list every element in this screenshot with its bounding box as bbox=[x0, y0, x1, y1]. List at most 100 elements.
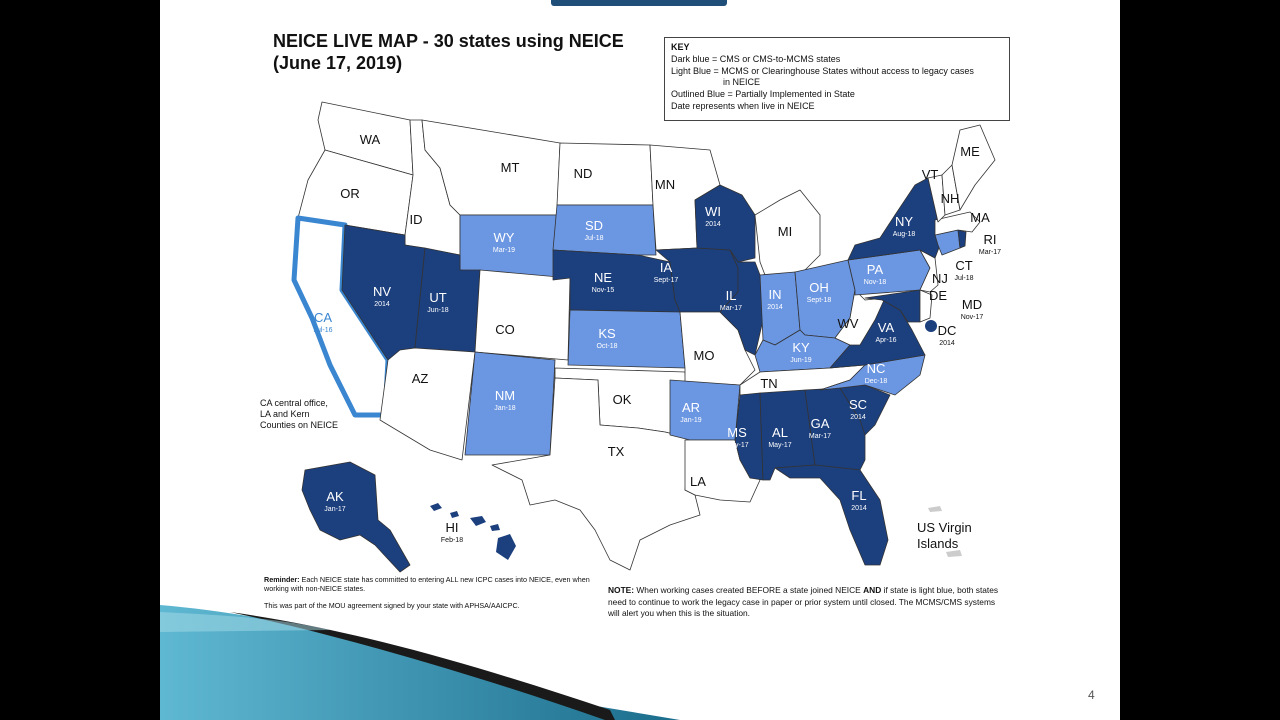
state-label-ks: KS bbox=[598, 326, 616, 341]
state-date-sc: 2014 bbox=[850, 414, 866, 421]
state-label-id: ID bbox=[410, 212, 423, 227]
state-ME[interactable] bbox=[951, 124, 996, 211]
state-label-de: DE bbox=[929, 288, 947, 303]
state-label-mn: MN bbox=[655, 177, 675, 192]
state-label-va: VA bbox=[878, 320, 895, 335]
state-date-va: Apr-16 bbox=[875, 337, 896, 344]
state-label-ut: UT bbox=[429, 290, 446, 305]
state-date-ak: Jan-17 bbox=[324, 506, 346, 513]
state-label-ia: IA bbox=[660, 260, 673, 275]
title-line-1: NEICE LIVE MAP - 30 states using NEICE bbox=[273, 31, 624, 51]
ca-note-line-1: CA central office, bbox=[260, 398, 328, 408]
state-date-ar: Jan-19 bbox=[680, 417, 702, 424]
usvi-island-2 bbox=[946, 550, 962, 557]
state-RI[interactable] bbox=[957, 229, 967, 249]
state-label-in: IN bbox=[769, 287, 782, 302]
state-HI-island-4[interactable] bbox=[490, 524, 500, 531]
state-label-ny: NY bbox=[895, 214, 913, 229]
title-line-2: (June 17, 2019) bbox=[273, 53, 403, 73]
usvi-label-line-1: US Virgin bbox=[917, 520, 972, 535]
state-label-ri: RI bbox=[984, 232, 997, 247]
state-labels: WA OR CA Jul-16 ID NV 2014 MT WY Mar-19 UT Jun-18 AZ… bbox=[313, 132, 1001, 544]
state-label-ms: MS bbox=[727, 425, 747, 440]
key-light-blue: Light Blue = MCMS or Clearinghouse State… bbox=[671, 65, 974, 76]
state-date-il: Mar-17 bbox=[720, 305, 742, 312]
state-label-ak: AK bbox=[326, 489, 344, 504]
state-label-ky: KY bbox=[792, 340, 810, 355]
note-label: NOTE: bbox=[608, 585, 635, 595]
state-date-in: 2014 bbox=[767, 304, 783, 311]
note-and: AND bbox=[863, 585, 882, 595]
state-AZ[interactable] bbox=[379, 347, 476, 461]
state-DE[interactable] bbox=[919, 289, 933, 323]
state-date-sd: Jul-18 bbox=[584, 235, 603, 242]
state-NC[interactable] bbox=[819, 354, 926, 396]
state-label-ne: NE bbox=[594, 270, 612, 285]
state-label-mt: MT bbox=[501, 160, 520, 175]
state-AK[interactable] bbox=[301, 461, 411, 573]
state-date-wy: Mar-19 bbox=[493, 247, 515, 254]
state-date-ri: Mar-17 bbox=[979, 249, 1001, 256]
state-label-nc: NC bbox=[867, 361, 886, 376]
state-MA[interactable] bbox=[934, 211, 981, 236]
state-label-ar: AR bbox=[682, 400, 700, 415]
state-date-ky: Jun-19 bbox=[790, 357, 812, 364]
state-label-or: OR bbox=[340, 186, 360, 201]
state-date-ms: May-17 bbox=[725, 442, 748, 449]
state-HI-island-2[interactable] bbox=[450, 511, 459, 518]
state-date-ny: Aug-18 bbox=[893, 231, 916, 238]
state-label-nd: ND bbox=[574, 166, 593, 181]
state-date-ks: Oct-18 bbox=[596, 343, 617, 350]
state-WI[interactable] bbox=[694, 184, 756, 263]
usvi-label-line-2: Islands bbox=[917, 536, 959, 551]
dc-dot[interactable] bbox=[925, 320, 937, 332]
state-HI-island-1[interactable] bbox=[430, 503, 442, 511]
state-label-me: ME bbox=[960, 144, 980, 159]
state-label-mo: MO bbox=[694, 348, 715, 363]
state-FL[interactable] bbox=[774, 464, 889, 566]
state-label-nh: NH bbox=[941, 191, 960, 206]
state-label-wy: WY bbox=[494, 230, 515, 245]
state-date-nv: 2014 bbox=[374, 301, 390, 308]
state-label-fl: FL bbox=[851, 488, 866, 503]
state-label-oh: OH bbox=[809, 280, 829, 295]
state-SD[interactable] bbox=[552, 204, 657, 256]
state-label-sd: SD bbox=[585, 218, 603, 233]
state-date-ca: Jul-16 bbox=[313, 327, 332, 334]
page-number: 4 bbox=[1088, 688, 1095, 702]
state-IL[interactable] bbox=[719, 249, 764, 356]
us-map: WA OR CA Jul-16 ID NV 2014 MT WY Mar-19 UT Jun-18 AZ… bbox=[291, 101, 1001, 573]
state-label-wi: WI bbox=[705, 204, 721, 219]
state-label-vt: VT bbox=[922, 167, 939, 182]
slide: NEICE LIVE MAP - 30 states using NEICE (… bbox=[160, 0, 1120, 720]
state-label-az: AZ bbox=[412, 371, 429, 386]
state-label-tx: TX bbox=[608, 444, 625, 459]
key-dark-blue: Dark blue = CMS or CMS-to-MCMS states bbox=[671, 53, 841, 64]
slide-top-tab bbox=[551, 0, 727, 6]
reminder-label: Reminder: bbox=[264, 575, 300, 584]
ca-note-line-2: LA and Kern bbox=[260, 409, 310, 419]
state-date-md: Nov-17 bbox=[961, 314, 984, 321]
state-label-wa: WA bbox=[360, 132, 381, 147]
state-date-pa: Nov-18 bbox=[864, 279, 887, 286]
state-date-dc: 2014 bbox=[939, 340, 955, 347]
state-MI[interactable] bbox=[754, 189, 821, 276]
state-date-ne: Nov-15 bbox=[592, 287, 615, 294]
state-date-hi: Feb-18 bbox=[441, 537, 463, 544]
state-label-ct: CT bbox=[955, 258, 972, 273]
state-date-wi: 2014 bbox=[705, 221, 721, 228]
state-HI-island-3[interactable] bbox=[470, 516, 486, 526]
state-label-mi: MI bbox=[778, 224, 792, 239]
state-date-nm: Jan-18 bbox=[494, 405, 516, 412]
state-HI-island-5[interactable] bbox=[496, 534, 516, 560]
state-label-wv: WV bbox=[838, 316, 859, 331]
state-date-ia: Sept-17 bbox=[654, 277, 679, 284]
key-date-note: Date represents when live in NEICE bbox=[671, 100, 815, 111]
state-label-nm: NM bbox=[495, 388, 515, 403]
state-label-il: IL bbox=[726, 288, 737, 303]
state-label-dc: DC bbox=[938, 323, 957, 338]
state-date-ga: Mar-17 bbox=[809, 433, 831, 440]
ca-note: CA central office, LA and Kern Counties … bbox=[260, 398, 370, 431]
state-label-sc: SC bbox=[849, 397, 867, 412]
